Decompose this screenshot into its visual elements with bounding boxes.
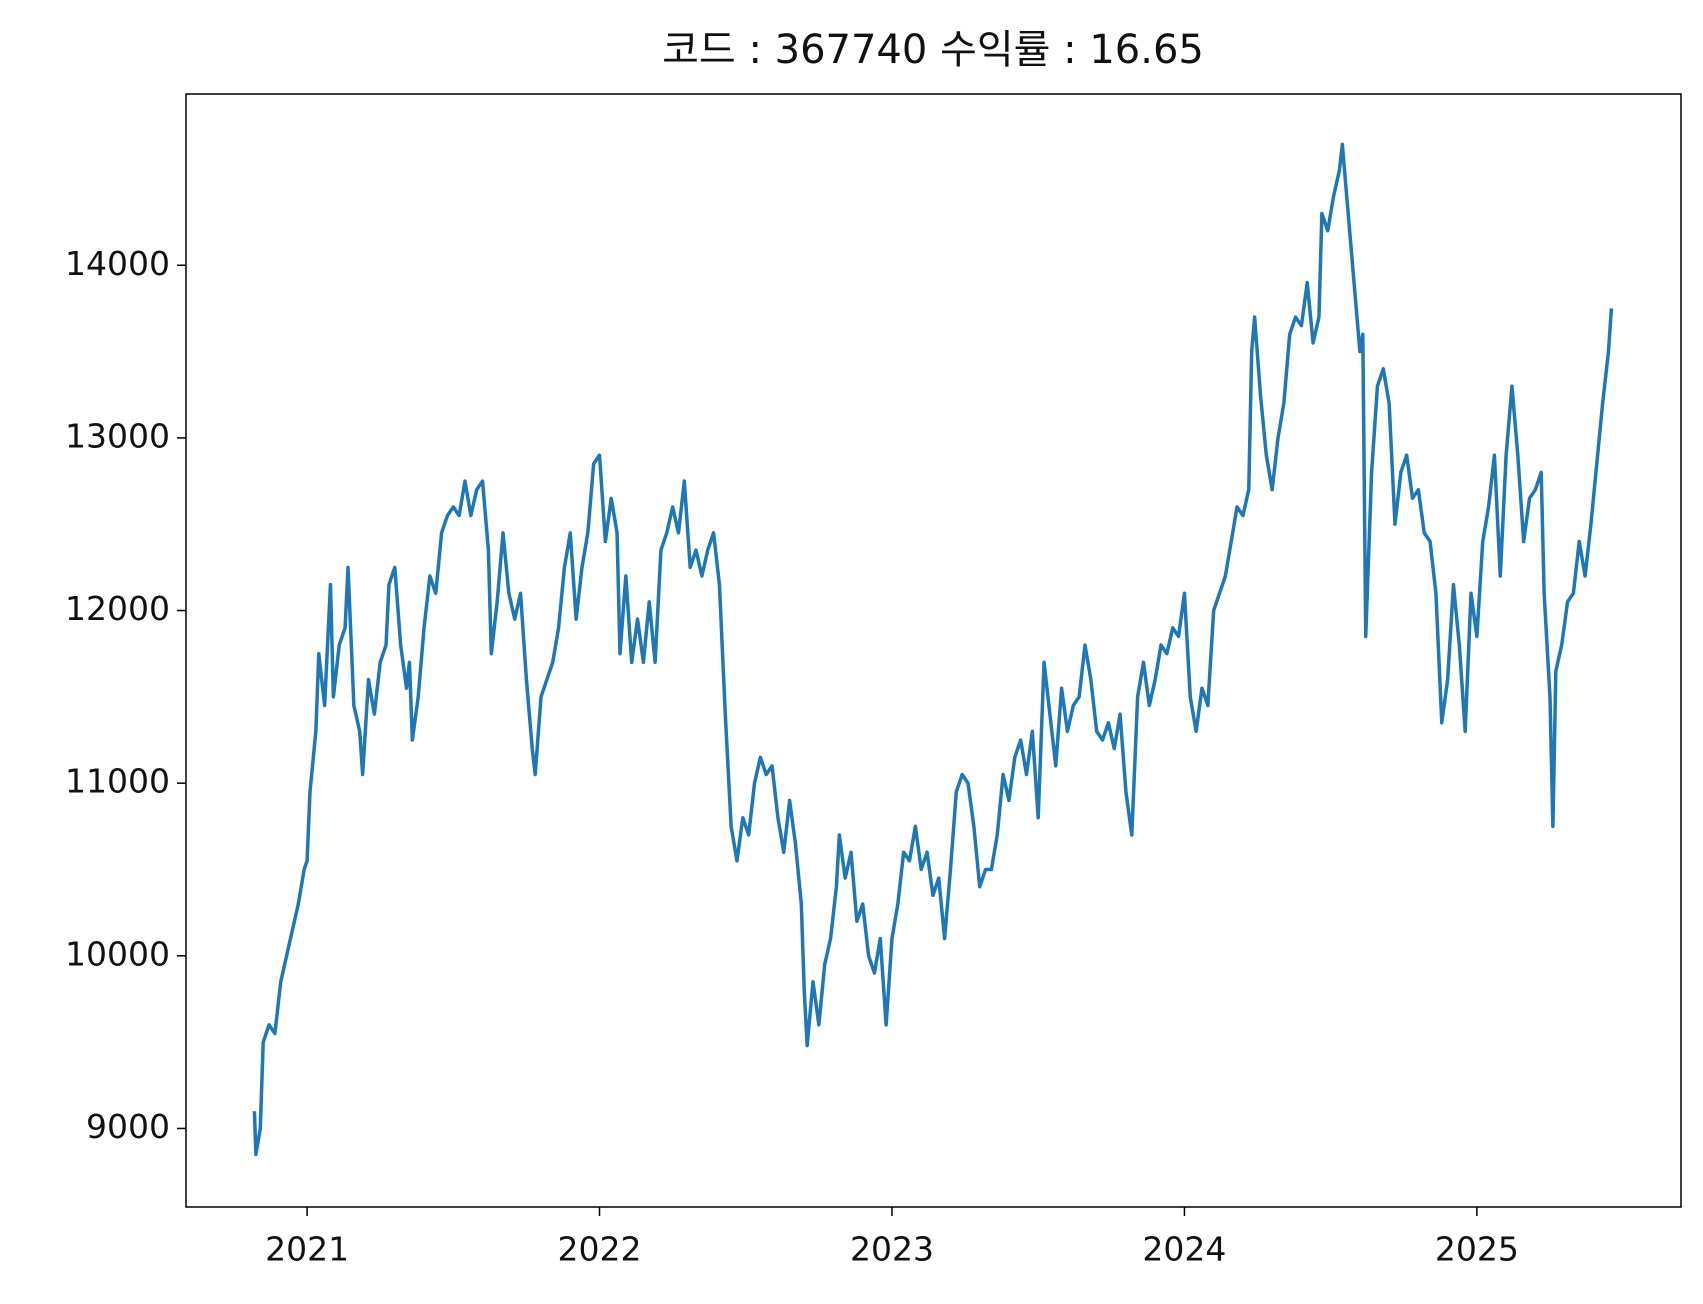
- y-tick-label: 14000: [65, 244, 170, 283]
- y-tick-label: 12000: [65, 589, 170, 628]
- x-tick-label: 2023: [850, 1230, 934, 1269]
- plot-frame: [185, 93, 1682, 1208]
- y-tick-label: 10000: [65, 934, 170, 973]
- y-tick-label: 9000: [86, 1107, 170, 1146]
- x-tick-label: 2022: [558, 1230, 642, 1269]
- y-tick-label: 11000: [65, 762, 170, 801]
- chart-title: 코드 : 367740 수익률 : 16.65: [662, 27, 1204, 73]
- x-tick-label: 2025: [1435, 1230, 1519, 1269]
- x-tick-label: 2021: [265, 1230, 349, 1269]
- price-line: [252, 142, 1614, 1157]
- x-tick-label: 2024: [1142, 1230, 1226, 1269]
- y-tick-label: 13000: [65, 416, 170, 455]
